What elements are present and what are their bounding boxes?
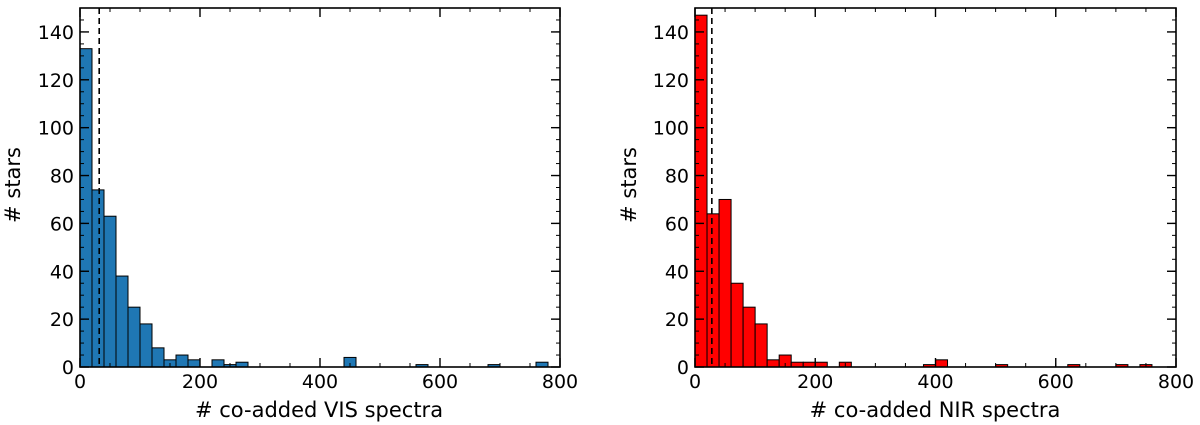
vis-x-tick-label-4: 800 bbox=[542, 371, 578, 393]
vis-bar-4 bbox=[127, 306, 141, 368]
vis-plot-frame bbox=[79, 7, 561, 368]
nir-bar-5 bbox=[754, 323, 768, 368]
nir-y-tick-label-4: 80 bbox=[665, 166, 689, 188]
nir-x-tick-label-2: 400 bbox=[917, 371, 953, 393]
nir-bar-6 bbox=[766, 359, 780, 368]
vis-y-tick-label-3: 60 bbox=[50, 213, 74, 235]
nir-y-tick-label-7: 140 bbox=[653, 22, 689, 44]
nir-bar-3 bbox=[730, 282, 744, 368]
nir-plot-frame bbox=[694, 7, 1177, 368]
vis-y-tick-label-7: 140 bbox=[38, 22, 74, 44]
nir-x-axis-label: # co-added NIR spectra bbox=[810, 398, 1061, 422]
vis-bar-6 bbox=[151, 347, 165, 368]
vis-x-tick-label-3: 600 bbox=[422, 371, 458, 393]
nir-y-tick-label-5: 100 bbox=[653, 118, 689, 140]
vis-y-tick-label-1: 20 bbox=[50, 309, 74, 331]
nir-y-tick-label-1: 20 bbox=[665, 309, 689, 331]
nir-x-tick-label-3: 600 bbox=[1038, 371, 1074, 393]
nir-y-tick-label-3: 60 bbox=[665, 213, 689, 235]
vis-y-tick-label-4: 80 bbox=[50, 166, 74, 188]
vis-bar-2 bbox=[103, 215, 117, 368]
vis-bar-1 bbox=[91, 189, 105, 368]
vis-y-tick-label-6: 120 bbox=[38, 70, 74, 92]
vis-y-tick-label-0: 0 bbox=[62, 357, 74, 379]
nir-y-tick-label-6: 120 bbox=[653, 70, 689, 92]
vis-x-tick-label-1: 200 bbox=[182, 371, 218, 393]
vis-histogram-panel: # co-added VIS spectra # stars 0 200 400 60… bbox=[1, 7, 578, 422]
vis-bar-9 bbox=[187, 359, 201, 368]
nir-x-tick-label-4: 800 bbox=[1158, 371, 1194, 393]
nir-bar-13 bbox=[935, 359, 949, 368]
vis-y-tick-label-5: 100 bbox=[38, 118, 74, 140]
vis-x-tick-label-2: 400 bbox=[302, 371, 338, 393]
nir-y-tick-label-2: 40 bbox=[665, 261, 689, 283]
vis-y-axis-label: # stars bbox=[1, 147, 25, 223]
vis-bar-10 bbox=[211, 359, 225, 368]
vis-bar-3 bbox=[115, 275, 129, 368]
vis-x-tick-label-0: 0 bbox=[74, 371, 86, 393]
nir-bar-4 bbox=[742, 306, 756, 368]
nir-x-tick-label-0: 0 bbox=[689, 371, 701, 393]
vis-bar-8 bbox=[175, 354, 189, 368]
nir-bar-2 bbox=[718, 198, 732, 368]
nir-y-axis-label: # stars bbox=[617, 147, 641, 223]
nir-bar-1 bbox=[706, 213, 720, 368]
vis-y-tick-label-2: 40 bbox=[50, 261, 74, 283]
nir-x-tick-label-1: 200 bbox=[797, 371, 833, 393]
vis-bar-5 bbox=[139, 323, 153, 368]
nir-histogram-panel: # co-added NIR spectra # stars 0 200 400 60… bbox=[617, 7, 1194, 422]
vis-x-axis-label: # co-added VIS spectra bbox=[195, 398, 443, 422]
nir-y-tick-label-0: 0 bbox=[677, 357, 689, 379]
